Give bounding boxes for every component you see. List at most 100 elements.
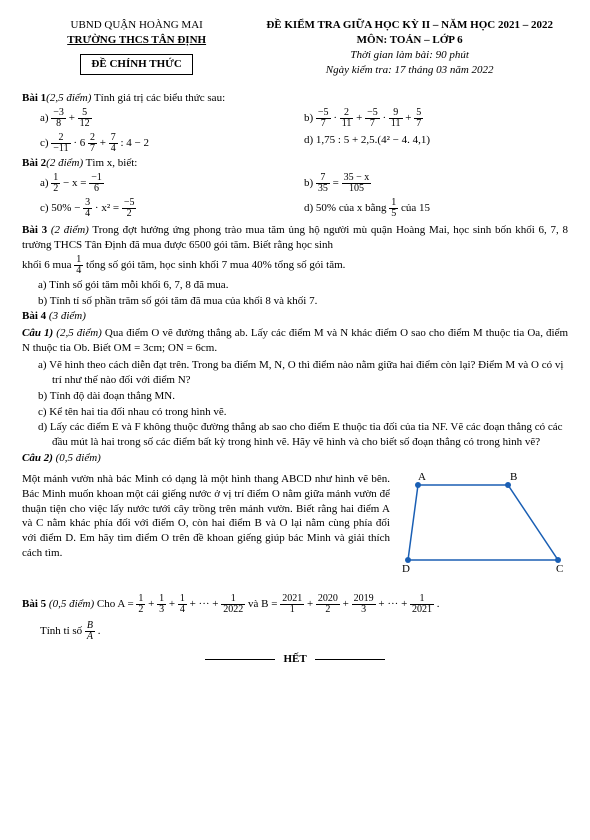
- bai5-line: Bài 5 (0,5 điểm) Cho A = 12 + 13 + 14 + …: [22, 594, 568, 615]
- bai2-a: a) 12 − x = −16: [40, 171, 304, 196]
- l: c) 50% −: [40, 202, 83, 214]
- c1-b: b) Tính độ dài đoạn thẳng MN.: [22, 389, 568, 404]
- bai2-points: (2 điểm): [46, 157, 83, 169]
- f: 7: [414, 119, 423, 129]
- bai3: Bài 3 (2 điểm) Trong đợt hưởng ứng phong…: [22, 223, 568, 308]
- bai1-points: (2,5 điểm): [46, 92, 91, 104]
- f: 2: [122, 209, 137, 219]
- het-line-right: [315, 659, 385, 660]
- bai3-heading: Bài 3 (2 điểm) Trong đợt hưởng ứng phong…: [22, 223, 568, 253]
- bai3-b: b) Tính tỉ số phần trăm số gói tăm đã mu…: [22, 294, 568, 309]
- het: HẾT: [22, 652, 568, 667]
- f: 3: [157, 605, 166, 615]
- het-line-left: [205, 659, 275, 660]
- bai1-b: b) −57 · 211 + −57 · 911 + 57: [304, 106, 568, 131]
- t: + ··· +: [378, 598, 410, 610]
- bai2: Bài 2(2 điểm) Tìm x, biết: a) 12 − x = −…: [22, 156, 568, 221]
- t: và B =: [248, 598, 280, 610]
- t: − x =: [63, 177, 89, 189]
- t: + ··· +: [190, 598, 222, 610]
- t: .: [98, 625, 101, 637]
- cau2-text: Một mảnh vườn nhà bác Minh có dạng là mộ…: [22, 472, 390, 578]
- bai2-d: d) 50% của x bằng 15 của 15: [304, 196, 568, 221]
- bai2-title: Bài 2: [22, 157, 46, 169]
- c1-c: c) Kể tên hai tia đối nhau có trong hình…: [22, 405, 568, 420]
- f: 7: [316, 119, 331, 129]
- label-a: A: [418, 471, 426, 483]
- bai1-title: Bài 1: [22, 92, 46, 104]
- bai3-line2: khối 6 mua 14 tổng số gói tăm, học sinh …: [22, 255, 568, 276]
- bai3-title: Bài 3: [22, 224, 47, 236]
- f: 11: [340, 119, 354, 129]
- label-c: C: [556, 563, 563, 575]
- f: 7: [365, 119, 380, 129]
- c1-d: d) Lấy các điểm E và F không thuộc đường…: [22, 420, 568, 450]
- t: +: [343, 598, 352, 610]
- t: khối 6 mua: [22, 259, 74, 271]
- f: 11: [389, 119, 403, 129]
- f: 7: [88, 144, 97, 154]
- duration-line: Thời gian làm bài: 90 phút: [251, 48, 568, 63]
- label-b: B: [510, 471, 517, 483]
- l: d) 50% của x bằng: [304, 202, 389, 214]
- f: 12: [78, 119, 92, 129]
- t: +: [307, 598, 316, 610]
- bai1-prompt: Tính giá trị các biểu thức sau:: [91, 92, 225, 104]
- f: 6: [89, 184, 104, 194]
- cau1-label: Câu 1): [22, 327, 53, 339]
- bai2-heading: Bài 2(2 điểm) Tìm x, biết:: [22, 156, 568, 171]
- f: 2: [136, 605, 145, 615]
- bai1-c-label: c): [40, 137, 51, 149]
- f: 2021: [410, 605, 434, 615]
- cau2-body: Một mảnh vườn nhà bác Minh có dạng là mộ…: [22, 470, 568, 580]
- cau1-text: Qua điểm O vẽ đường thẳng ab. Lấy các đi…: [22, 327, 568, 354]
- bai1-a-label: a): [40, 112, 51, 124]
- bai3-a: a) Tính số gói tăm mỗi khối 6, 7, 8 đã m…: [22, 278, 568, 293]
- cau1-points: (2,5 điểm): [56, 327, 102, 339]
- bai5-title: Bài 5: [22, 598, 46, 610]
- f: 2: [316, 605, 340, 615]
- bai3-l1: Trong đợt hưởng ứng phong trào mua tăm ủ…: [22, 224, 568, 251]
- bai5-points: (0,5 điểm): [49, 598, 94, 610]
- bai4: Bài 4 (3 điểm) Câu 1) (2,5 điểm) Qua điể…: [22, 309, 568, 579]
- t: của 15: [401, 202, 430, 214]
- t: +: [148, 598, 157, 610]
- bai2-row1: a) 12 − x = −16 b) 735 = 35 − x105: [22, 171, 568, 196]
- t: tổng số gói tăm, học sinh khối 7 mua 40%…: [86, 259, 345, 271]
- cau2-label: Câu 2): [22, 452, 53, 464]
- exam-title: ĐỀ KIỂM TRA GIỮA HỌC KỲ II – NĂM HỌC 202…: [251, 18, 568, 33]
- bai2-b: b) 735 = 35 − x105: [304, 171, 568, 196]
- t: .: [437, 598, 440, 610]
- bai2-prompt: Tìm x, biết:: [83, 157, 137, 169]
- cau2-points: (0,5 điểm): [56, 452, 101, 464]
- official-box-wrap: ĐỀ CHÍNH THỨC: [22, 48, 251, 75]
- t: Tính tỉ số: [40, 625, 85, 637]
- org-line: UBND QUẬN HOÀNG MAI: [22, 18, 251, 33]
- t: · x² =: [95, 202, 122, 214]
- bai5: Bài 5 (0,5 điểm) Cho A = 12 + 13 + 14 + …: [22, 594, 568, 642]
- t: : 4 − 2: [120, 137, 149, 149]
- t: +: [169, 598, 178, 610]
- subject-line: MÔN: TOÁN – LỚP 6: [251, 33, 568, 48]
- header-right: ĐỀ KIỂM TRA GIỮA HỌC KỲ II – NĂM HỌC 202…: [251, 18, 568, 77]
- t: =: [333, 177, 342, 189]
- date-line: Ngày kiểm tra: 17 tháng 03 năm 2022: [251, 63, 568, 78]
- het-text: HẾT: [283, 653, 306, 665]
- f: 35: [316, 184, 330, 194]
- header: UBND QUẬN HOÀNG MAI TRƯỜNG THCS TÂN ĐỊNH…: [22, 18, 568, 77]
- f: 2: [51, 184, 60, 194]
- f: 1: [280, 605, 304, 615]
- f: 4: [109, 144, 118, 154]
- t: · 6: [73, 137, 85, 149]
- bai1-c: c) 2−11 · 6 27 + 74 : 4 − 2: [40, 131, 304, 156]
- f: 4: [74, 266, 83, 276]
- f: 8: [51, 119, 66, 129]
- l: b): [304, 177, 316, 189]
- f: 4: [83, 209, 92, 219]
- bai4-cau2: Câu 2) (0,5 điểm): [22, 451, 568, 466]
- t: +: [100, 137, 109, 149]
- bai1-row2: c) 2−11 · 6 27 + 74 : 4 − 2 d) 1,75 : 5 …: [22, 131, 568, 156]
- bai4-cau1: Câu 1) (2,5 điểm) Qua điểm O vẽ đường th…: [22, 326, 568, 356]
- f: 5: [389, 209, 398, 219]
- bai1: Bài 1(2,5 điểm) Tính giá trị các biểu th…: [22, 91, 568, 156]
